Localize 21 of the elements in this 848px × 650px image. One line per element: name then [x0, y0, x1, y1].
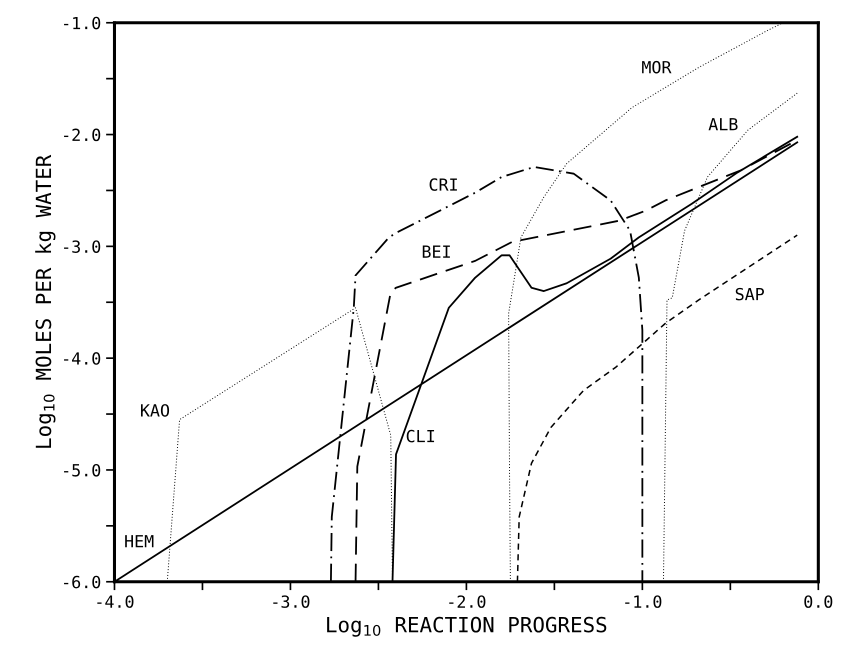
- x-tick-label: -4.0: [97, 595, 134, 608]
- y-tick-label: -6.0: [64, 576, 100, 588]
- x-tick-label: -3.0: [273, 595, 310, 608]
- series-label: MOR: [642, 60, 672, 74]
- x-tick-label: -1.0: [625, 595, 662, 608]
- series-label: CLI: [406, 430, 434, 442]
- series-label: KAO: [141, 404, 170, 417]
- series-label: BEI: [422, 246, 450, 258]
- y-tick-label: -2.0: [64, 128, 100, 142]
- series-label: SAP: [736, 288, 764, 300]
- x-axis-title: Log$_{10}$ REACTION PROGRESS: [327, 616, 606, 637]
- y-tick-label: -3.0: [64, 240, 100, 253]
- series-label: HEM: [125, 535, 154, 548]
- y-tick-label: -1.0: [64, 16, 100, 30]
- y-axis-title: Log$_{10}$ MOLES PER kg WATER: [35, 154, 56, 448]
- series-label: CRI: [430, 178, 457, 191]
- series-label: ALB: [708, 118, 738, 130]
- x-tick-label: 0.0: [804, 595, 832, 608]
- x-tick-label: -2.0: [449, 595, 486, 608]
- y-tick-label: -4.0: [64, 352, 100, 365]
- y-tick-label: -5.0: [64, 464, 100, 477]
